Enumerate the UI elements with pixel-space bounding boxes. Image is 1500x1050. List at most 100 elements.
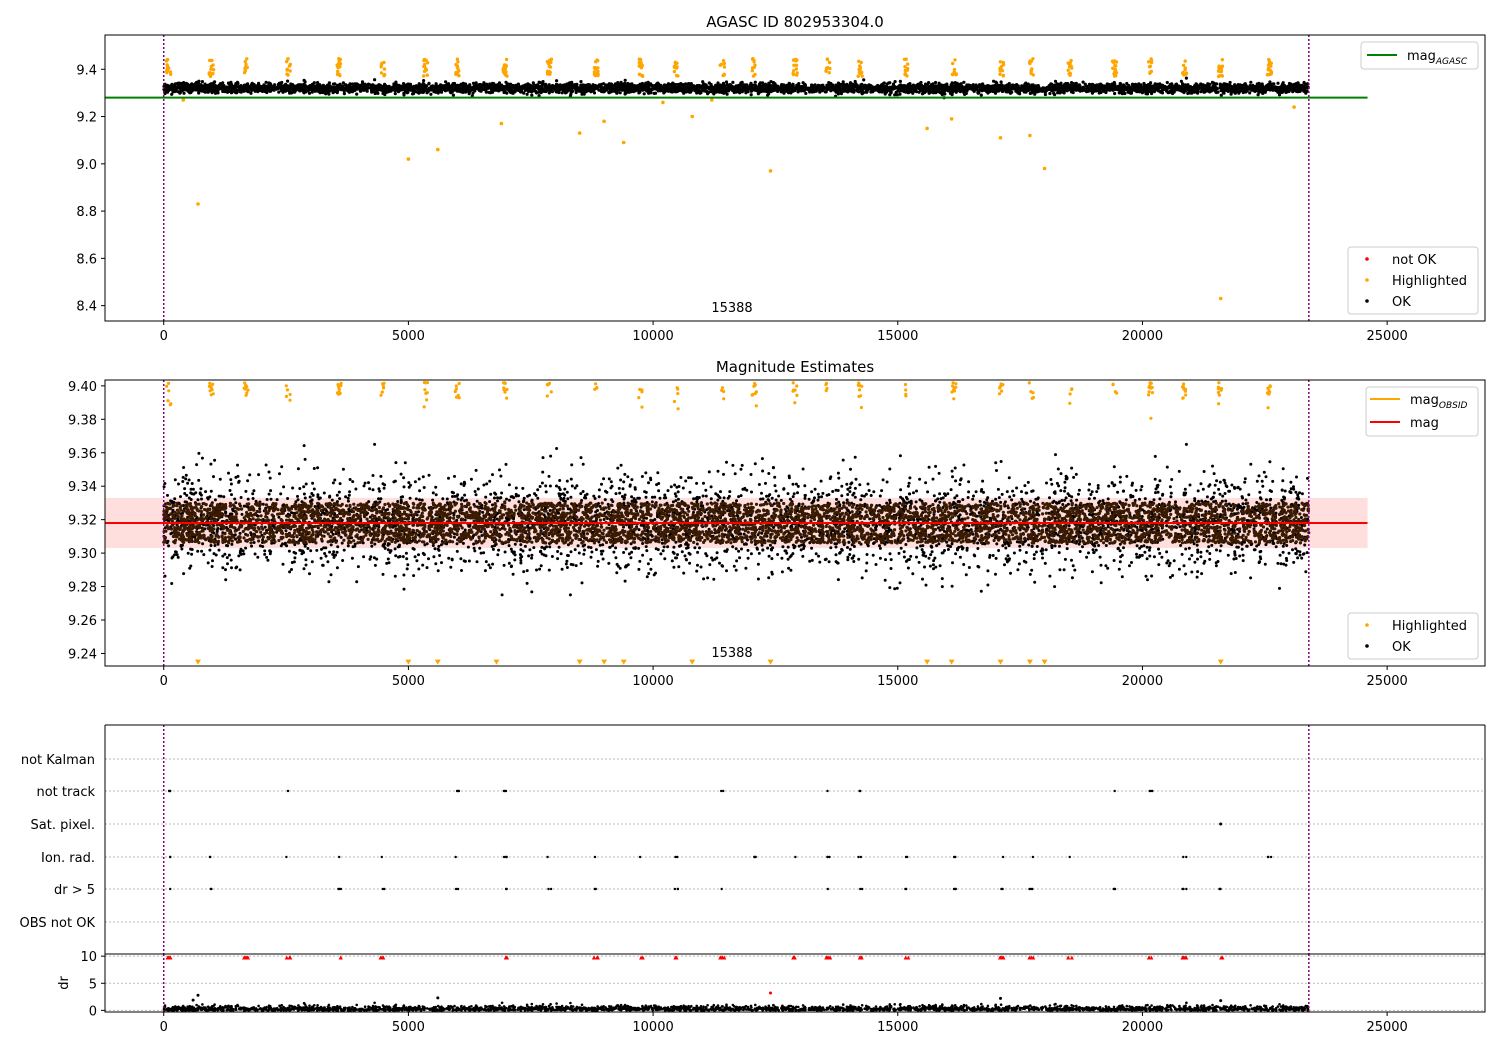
ok-point: [229, 82, 233, 86]
ok-point: [1298, 83, 1302, 87]
ok-point: [1160, 83, 1165, 87]
ok-point: [673, 90, 678, 94]
ok-point: [363, 82, 367, 86]
ok-point: [200, 80, 204, 84]
ok-point: [949, 83, 953, 87]
ok-point: [1149, 81, 1153, 85]
ok-point: [1131, 83, 1135, 88]
ok-point: [1202, 90, 1206, 94]
ok-point: [504, 80, 508, 84]
ok-point: [385, 90, 389, 94]
ok-point: [602, 82, 606, 86]
ok-point: [1268, 80, 1272, 84]
ok-point: [257, 81, 261, 85]
ok-point: [1048, 91, 1052, 96]
ok-point: [251, 87, 256, 91]
ok-point: [573, 84, 577, 88]
ok-point: [642, 92, 646, 96]
ok-point: [718, 84, 722, 88]
ok-point: [562, 84, 566, 88]
ok-point: [355, 85, 359, 89]
ok-point: [1018, 88, 1022, 93]
ok-point: [638, 85, 643, 89]
ok-point: [894, 90, 898, 94]
ok-point: [863, 84, 867, 89]
ok-point: [513, 87, 517, 91]
ok-point: [604, 88, 609, 92]
ok-point: [236, 81, 240, 86]
ok-point: [1219, 88, 1223, 93]
ok-point: [457, 88, 461, 92]
ok-point: [1127, 90, 1132, 95]
ok-point: [796, 82, 800, 87]
ok-point: [1212, 84, 1216, 88]
ok-point: [1196, 84, 1200, 88]
ok-point: [918, 82, 922, 86]
ok-point: [1048, 86, 1052, 90]
ok-point: [1082, 88, 1086, 92]
ok-point: [417, 82, 421, 86]
ok-point: [210, 91, 214, 95]
ok-point: [474, 81, 478, 85]
ok-point: [896, 88, 900, 92]
ok-point: [623, 78, 627, 82]
ok-point: [1113, 91, 1117, 96]
ok-point: [182, 91, 186, 95]
ok-point: [943, 86, 947, 90]
ok-point: [826, 87, 830, 91]
ok-point: [934, 80, 938, 85]
ok-point: [682, 91, 686, 95]
ok-point: [487, 85, 491, 89]
ok-point: [1059, 81, 1063, 85]
ok-point: [1303, 88, 1307, 92]
ok-point: [959, 82, 963, 86]
ok-point: [341, 81, 345, 85]
ok-point: [451, 93, 455, 97]
ok-point: [1061, 88, 1065, 92]
ok-point: [705, 86, 709, 90]
ok-point: [211, 81, 216, 86]
ok-point: [923, 85, 927, 89]
ok-point: [784, 89, 788, 93]
ok-point: [569, 90, 573, 94]
ok-point: [317, 87, 321, 91]
ok-point: [588, 84, 592, 88]
ok-point: [477, 87, 481, 91]
ok-point: [914, 90, 919, 94]
ok-point: [939, 84, 943, 88]
ok-point: [914, 87, 918, 91]
ok-point: [724, 80, 729, 84]
ok-point: [749, 93, 753, 97]
ok-point: [541, 80, 545, 84]
ok-point: [400, 87, 404, 91]
ok-point: [1062, 91, 1066, 95]
ok-point: [1111, 86, 1115, 90]
ok-point: [479, 89, 483, 93]
ok-point: [519, 86, 523, 90]
ok-point: [267, 81, 271, 85]
ok-point: [344, 83, 348, 88]
ok-point: [1047, 84, 1052, 88]
ok-point: [355, 92, 359, 96]
ok-point: [381, 91, 385, 95]
ok-point: [328, 89, 332, 93]
ok-point: [1223, 88, 1227, 92]
ok-point: [558, 87, 563, 91]
ok-point: [415, 85, 419, 89]
ok-point: [1058, 91, 1062, 95]
ok-point: [749, 81, 753, 85]
ok-point: [727, 83, 732, 88]
ok-point: [292, 89, 296, 93]
ok-point: [229, 91, 234, 95]
ok-point: [1248, 91, 1252, 95]
ok-point: [1081, 80, 1085, 84]
ok-point: [525, 92, 529, 96]
ok-point: [769, 80, 773, 84]
ok-point: [905, 84, 909, 88]
ok-point: [1121, 83, 1125, 87]
ok-point: [664, 84, 668, 88]
ok-point: [804, 91, 808, 95]
ok-point: [738, 90, 742, 94]
ok-point: [422, 79, 426, 83]
ok-point: [203, 82, 207, 86]
